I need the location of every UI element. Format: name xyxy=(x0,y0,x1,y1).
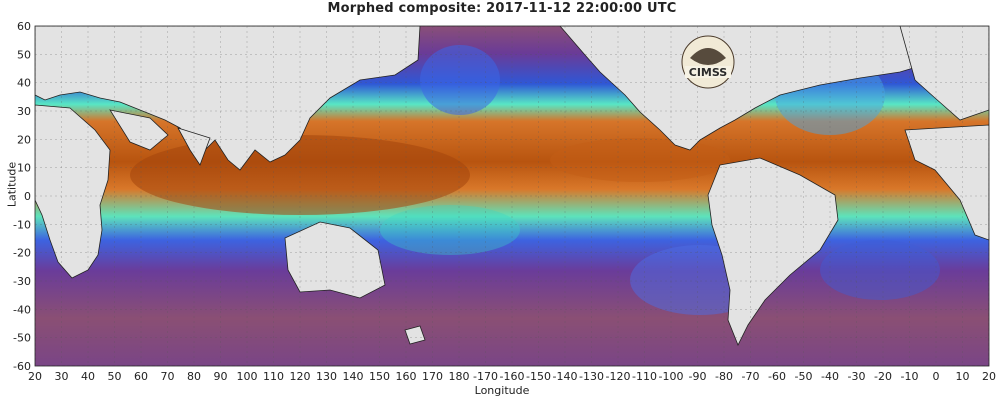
logo-text: CIMSS xyxy=(689,66,728,79)
x-tick-label: 120 xyxy=(290,370,311,383)
x-tick-label: -170 xyxy=(473,370,498,383)
chart-title: Morphed composite: 2017-11-12 22:00:00 U… xyxy=(327,1,677,16)
x-tick-label: -50 xyxy=(795,370,813,383)
y-tick-label: -40 xyxy=(13,303,31,316)
x-tick-label: 150 xyxy=(369,370,390,383)
y-tick-label: 40 xyxy=(17,77,31,90)
x-tick-label: 70 xyxy=(161,370,175,383)
y-tick-label: 0 xyxy=(24,190,31,203)
y-tick-label: 30 xyxy=(17,105,31,118)
graticule xyxy=(34,25,990,367)
x-tick-label: -30 xyxy=(848,370,866,383)
x-tick-label: -100 xyxy=(659,370,684,383)
x-tick-label: -140 xyxy=(553,370,578,383)
landmasses xyxy=(35,26,989,346)
x-tick-label: 0 xyxy=(933,370,940,383)
y-tick-label: 50 xyxy=(17,48,31,61)
y-tick-label: -20 xyxy=(13,247,31,260)
x-tick-label: 90 xyxy=(214,370,228,383)
x-tick-label: 20 xyxy=(28,370,42,383)
x-tick-label: -40 xyxy=(821,370,839,383)
x-tick-label: -160 xyxy=(500,370,525,383)
x-tick-label: 20 xyxy=(982,370,996,383)
x-tick-label: 50 xyxy=(108,370,122,383)
x-tick-label: 140 xyxy=(343,370,364,383)
x-tick-label: 40 xyxy=(81,370,95,383)
x-tick-label: -10 xyxy=(901,370,919,383)
cimss-logo: CIMSS xyxy=(681,35,735,89)
x-tick-label: 110 xyxy=(263,370,284,383)
y-tick-label: -50 xyxy=(13,332,31,345)
x-tick-label: -80 xyxy=(715,370,733,383)
y-tick-label: -30 xyxy=(13,275,31,288)
x-tick-label: 170 xyxy=(422,370,443,383)
x-tick-label: 180 xyxy=(449,370,470,383)
y-tick-label: -10 xyxy=(13,218,31,231)
x-tick-label: -60 xyxy=(768,370,786,383)
y-tick-label: 10 xyxy=(17,162,31,175)
y-tick-label: 20 xyxy=(17,133,31,146)
x-axis-label: Longitude xyxy=(474,384,530,397)
x-tick-label: -120 xyxy=(606,370,631,383)
x-tick-label: 100 xyxy=(237,370,258,383)
x-tick-label: 80 xyxy=(187,370,201,383)
x-tick-label: -90 xyxy=(689,370,707,383)
y-tick-label: -60 xyxy=(13,360,31,373)
x-tick-label: -70 xyxy=(742,370,760,383)
x-axis: 20 30 40 50 60 70 80 90 100 110 120 130 140 150 160 170… xyxy=(28,370,996,383)
x-tick-label: -150 xyxy=(526,370,551,383)
x-tick-label: 160 xyxy=(396,370,417,383)
x-tick-label: 60 xyxy=(134,370,148,383)
x-tick-label: 130 xyxy=(316,370,337,383)
y-tick-label: 60 xyxy=(17,20,31,33)
x-tick-label: -110 xyxy=(632,370,657,383)
x-tick-label: 10 xyxy=(956,370,970,383)
x-tick-label: -20 xyxy=(874,370,892,383)
x-tick-label: -130 xyxy=(579,370,604,383)
y-axis: 60 50 40 30 20 10 0 -10 -20 -30 -40 -50 -60 xyxy=(13,20,31,373)
x-tick-label: 30 xyxy=(55,370,69,383)
